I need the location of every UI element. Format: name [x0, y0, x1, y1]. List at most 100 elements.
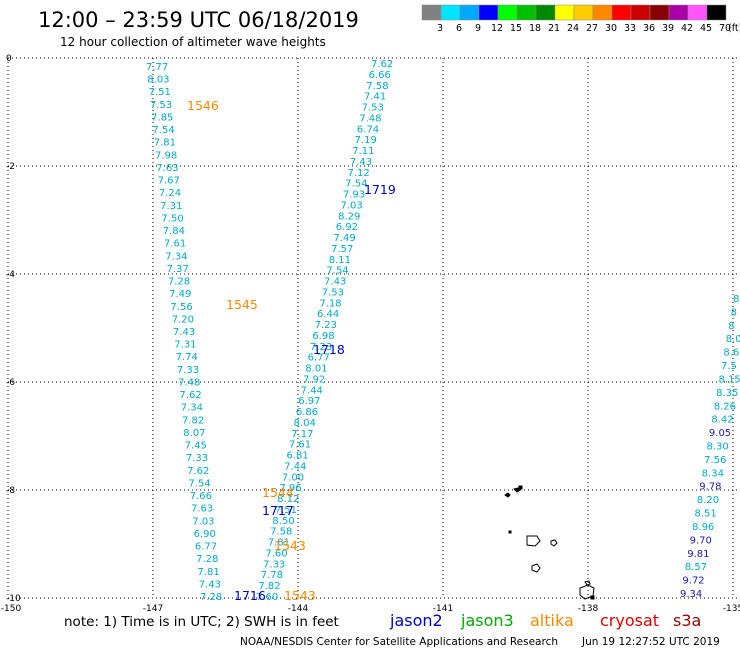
wave-height-value: 9.72 [682, 576, 704, 587]
wave-height-value: 7.67 [158, 176, 180, 187]
wave-height-value: 6.44 [317, 309, 339, 320]
wave-height-value: 7.49 [333, 233, 355, 244]
wave-height-value: 7.63 [191, 504, 213, 515]
wave-height-value: 7.19 [355, 135, 377, 146]
wave-height-value: 7.43 [173, 327, 195, 338]
footer-credit: NOAA/NESDIS Center for Satellite Applica… [240, 636, 558, 648]
colorbar-swatch [611, 4, 632, 21]
colorbar-label: 12 [491, 23, 503, 34]
wave-height-value: 7.28 [196, 554, 218, 565]
wave-height-value: 7.43 [199, 579, 221, 590]
island-1 [504, 492, 511, 498]
wave-height-value: 8.26 [714, 401, 736, 412]
wave-height-value: 6.77 [308, 353, 330, 364]
x-tick-label: -147 [143, 604, 163, 614]
pass-id-label: 1545 [226, 297, 258, 312]
wave-height-value: 8.34 [702, 468, 724, 479]
colorbar-label: 39 [662, 23, 674, 34]
wave-height-value: 7.17 [291, 429, 313, 440]
colorbar-label: 21 [548, 23, 560, 34]
wave-height-value: 8.07 [183, 428, 205, 439]
colorbar-label: 30 [605, 23, 617, 34]
wave-height-value: 8.03 [147, 75, 169, 86]
wave-height-value: 7.03 [192, 516, 214, 527]
wave-height-value: 9.70 [690, 535, 712, 546]
wave-height-value: 8.15 [719, 374, 740, 385]
wave-height-value: 6.97 [298, 396, 320, 407]
wave-height-value: 7.98 [155, 150, 177, 161]
wave-height-value: 7.53 [150, 100, 172, 111]
island-10 [590, 595, 595, 600]
wave-height-value: 7.66 [190, 491, 212, 502]
wave-height-value: 7.33 [177, 365, 199, 376]
colorbar-label: 9 [475, 23, 481, 34]
island-3 [518, 485, 523, 490]
wave-height-value: 7.82 [182, 415, 204, 426]
wave-height-value: 7.53 [362, 103, 384, 114]
wave-height-value: 7.12 [348, 168, 370, 179]
wave-height-value: 7.62 [371, 59, 393, 70]
wave-height-value: 7.51 [149, 87, 171, 98]
colorbar-label: 6 [456, 23, 462, 34]
wave-height-value: 7.37 [167, 264, 189, 275]
wave-height-value: 6.98 [312, 331, 334, 342]
wave-height-value: 7.53 [322, 287, 344, 298]
pass-id-label: 1719 [364, 182, 396, 197]
satellite-legend-item: cryosat [600, 611, 659, 630]
wave-height-value: 7.74 [176, 352, 198, 363]
wave-height-value: 7.43 [350, 157, 372, 168]
wave-height-value: 6.86 [296, 407, 318, 418]
y-tick-label: -4 [6, 270, 15, 280]
wave-height-value: 8.04 [294, 418, 316, 429]
wave-height-value: 6.92 [336, 222, 358, 233]
colorbar-label: 24 [567, 23, 579, 34]
wave-height-value: 7.28 [200, 592, 222, 603]
wave-height-value: 7.45 [185, 441, 207, 452]
wave-height-value: 7.44 [284, 461, 306, 472]
pass-id-labels: 1546 1545 1544 1543 1543 1719 1718 1717 1716 [187, 98, 396, 603]
island-shapes [504, 485, 595, 600]
colorbar-label: 15 [510, 23, 522, 34]
colorbar-swatch [687, 4, 708, 21]
map-grid [7, 57, 738, 599]
island-5 [550, 539, 558, 547]
y-axis-labels: 0 -2 -4 -6 -8 -10 [6, 54, 21, 604]
wave-height-value: 7.63 [156, 163, 178, 174]
wave-height-value: 6.74 [357, 124, 379, 135]
wave-height-tracks: 7.778.037.517.537.857.547.817.987.637.67… [146, 59, 740, 603]
wave-height-value: 7.54 [345, 179, 367, 190]
colorbar-label: 27 [586, 23, 598, 34]
wave-height-value: 7.31 [174, 340, 196, 351]
colorbar-swatch [478, 4, 499, 21]
wave-height-value: 7.18 [319, 298, 341, 309]
wave-height-value: 7.48 [178, 377, 200, 388]
wave-height-value: 8.96 [692, 522, 714, 533]
wave-height-value: 7.61 [289, 440, 311, 451]
island-4 [526, 535, 541, 547]
satellite-legend: jason2 jason3 altika cryosat s3a [389, 611, 701, 630]
wave-height-value: 8.20 [697, 495, 719, 506]
wave-height-value: 9.81 [687, 549, 709, 560]
wave-height-value: 6.81 [287, 451, 309, 462]
colorbar-swatch [516, 4, 537, 21]
satellite-legend-item: jason2 [389, 611, 443, 630]
wave-height-value: 7.34 [181, 403, 203, 414]
pass-id-label: 1546 [187, 98, 219, 113]
wave-height-value: 8.51 [694, 509, 716, 520]
colorbar-label: 33 [624, 23, 636, 34]
pass-id-label: 1718 [313, 342, 345, 357]
y-tick-label: -8 [6, 486, 15, 496]
wave-height-value: 8.57 [685, 562, 707, 573]
wave-height-value: 7.54 [152, 125, 174, 136]
colorbar-label: 18 [529, 23, 541, 34]
wave-height-value: 8.11 [329, 255, 351, 266]
wave-height-value: 8.6 [723, 348, 739, 359]
wave-height-value: 7.81 [197, 567, 219, 578]
wave-height-value: 8.50 [272, 516, 294, 527]
colorbar-swatch [459, 4, 480, 21]
pass-id-label: 1716 [234, 588, 266, 603]
colorbar-swatch [573, 4, 594, 21]
satellite-legend-item: altika [530, 611, 574, 630]
